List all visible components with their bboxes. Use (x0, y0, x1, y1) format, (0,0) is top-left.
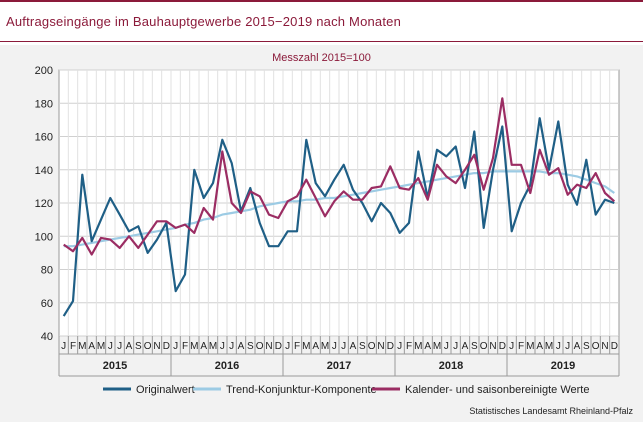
month-tick-label: D (275, 341, 282, 352)
month-tick-label: N (153, 341, 160, 352)
month-tick-label: J (509, 341, 514, 352)
series-line-0 (62, 117, 615, 317)
month-tick-label: A (350, 341, 357, 352)
month-tick-label: M (78, 341, 86, 352)
month-tick-label: J (565, 341, 570, 352)
legend-label: Trend-Konjunktur-Komponente (226, 384, 377, 396)
month-tick-label: J (341, 341, 346, 352)
header-top-border (0, 0, 643, 2)
month-tick-label: M (433, 341, 441, 352)
y-tick-label: 60 (41, 298, 53, 310)
y-tick-label: 120 (35, 198, 53, 210)
month-tick-label: M (545, 341, 553, 352)
page-title: Auftragseingänge im Bauhauptgewerbe 2015… (6, 14, 402, 29)
year-label: 2019 (551, 360, 575, 372)
y-tick-label: 200 (35, 65, 53, 77)
month-tick-label: O (144, 341, 152, 352)
month-tick-label: A (200, 341, 207, 352)
month-tick-label: S (135, 341, 142, 352)
month-tick-label: S (583, 341, 590, 352)
month-tick-label: J (556, 341, 561, 352)
month-tick-label: M (190, 341, 198, 352)
month-tick-label: A (126, 341, 133, 352)
month-tick-label: O (592, 341, 600, 352)
month-tick-label: D (163, 341, 170, 352)
month-tick-label: M (321, 341, 329, 352)
month-tick-label: A (88, 341, 95, 352)
month-tick-label: J (397, 341, 402, 352)
month-tick-label: O (368, 341, 376, 352)
legend-label: Originalwert (136, 384, 195, 396)
y-tick-label: 160 (35, 132, 53, 144)
header-divider (0, 41, 643, 42)
chart-subtitle: Messzahl 2015=100 (272, 52, 371, 64)
month-tick-label: A (238, 341, 245, 352)
year-label: 2015 (103, 360, 127, 372)
month-tick-label: O (480, 341, 488, 352)
month-tick-label: J (117, 341, 122, 352)
legend-label: Kalender- und saisonbereinigte Werte (405, 384, 589, 396)
y-tick-label: 100 (35, 231, 53, 243)
year-label: 2017 (327, 360, 351, 372)
month-tick-label: S (471, 341, 478, 352)
month-tick-label: D (499, 341, 506, 352)
month-tick-label: J (108, 341, 113, 352)
month-tick-label: N (377, 341, 384, 352)
month-tick-label: J (444, 341, 449, 352)
month-tick-label: M (97, 341, 105, 352)
y-tick-label: 80 (41, 265, 53, 277)
month-tick-label: J (220, 341, 225, 352)
month-tick-label: M (526, 341, 534, 352)
year-label: 2016 (215, 360, 239, 372)
month-tick-label: O (256, 341, 264, 352)
month-tick-label: F (182, 341, 188, 352)
month-tick-label: M (414, 341, 422, 352)
month-tick-label: J (332, 341, 337, 352)
y-tick-label: 180 (35, 98, 53, 110)
month-tick-label: N (601, 341, 608, 352)
source-note: Statistisches Landesamt Rheinland-Pfalz (469, 406, 633, 416)
month-tick-label: A (462, 341, 469, 352)
month-tick-label: J (285, 341, 290, 352)
month-tick-label: D (387, 341, 394, 352)
year-label: 2018 (439, 360, 463, 372)
month-tick-label: J (229, 341, 234, 352)
month-tick-label: N (489, 341, 496, 352)
month-tick-label: D (611, 341, 618, 352)
month-tick-label: S (359, 341, 366, 352)
month-tick-label: A (536, 341, 543, 352)
month-tick-label: S (247, 341, 254, 352)
month-tick-label: M (209, 341, 217, 352)
month-tick-label: A (424, 341, 431, 352)
series-line-2 (63, 97, 616, 256)
month-tick-label: F (294, 341, 300, 352)
y-tick-label: 40 (41, 331, 53, 343)
month-tick-label: M (302, 341, 310, 352)
month-tick-label: N (265, 341, 272, 352)
month-tick-label: A (574, 341, 581, 352)
month-tick-label: F (70, 341, 76, 352)
month-tick-label: F (406, 341, 412, 352)
y-tick-label: 140 (35, 165, 53, 177)
month-tick-label: J (453, 341, 458, 352)
month-tick-label: J (173, 341, 178, 352)
month-tick-label: F (518, 341, 524, 352)
month-tick-label: J (61, 341, 66, 352)
month-tick-label: A (312, 341, 319, 352)
